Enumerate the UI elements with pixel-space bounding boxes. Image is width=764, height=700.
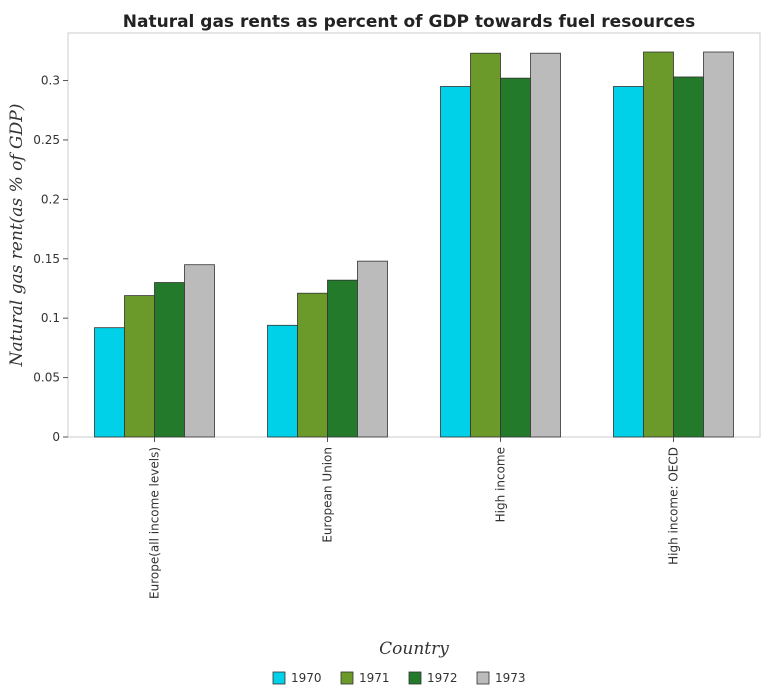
bar-1971-2 <box>470 52 501 438</box>
legend: 1970 1971 1972 1973 <box>272 671 526 685</box>
x-tick-label: European Union <box>321 447 335 543</box>
plot-frame <box>67 32 761 438</box>
bar-1970-1 <box>267 324 298 438</box>
bar-1971-0 <box>124 295 155 438</box>
x-tick-label: High income <box>494 447 508 522</box>
y-tick-label: 0.05 <box>33 371 60 385</box>
legend-swatch-1972 <box>408 671 422 685</box>
y-tick-label: 0.25 <box>33 133 60 147</box>
bar-1972-1 <box>327 279 358 438</box>
legend-label-1973: 1973 <box>495 671 526 685</box>
bar-1973-2 <box>530 52 561 438</box>
y-axis: 0 0.05 0.1 0.15 0.2 0.25 0.3 <box>33 74 68 444</box>
x-tick-label: Europe(all income levels) <box>148 447 162 599</box>
legend-swatch-1973 <box>476 671 490 685</box>
bar-1972-0 <box>154 282 185 438</box>
y-tick-label: 0 <box>52 430 60 444</box>
y-tick-label: 0.3 <box>41 74 60 88</box>
y-tick-label: 0.2 <box>41 192 60 206</box>
legend-swatch-1970 <box>272 671 286 685</box>
bar-1972-2 <box>500 77 531 438</box>
y-tick-label: 0.1 <box>41 311 60 325</box>
bar-1971-3 <box>643 51 674 438</box>
bar-1970-2 <box>440 86 471 438</box>
legend-label-1972: 1972 <box>427 671 458 685</box>
chart-title: Natural gas rents as percent of GDP towa… <box>123 12 695 32</box>
bar-1973-1 <box>357 260 388 438</box>
bar-1972-3 <box>673 76 704 438</box>
x-tick-label: High income: OECD <box>667 447 681 565</box>
y-tick-label: 0.15 <box>33 252 60 266</box>
legend-swatch-1971 <box>340 671 354 685</box>
bar-1973-3 <box>703 51 734 438</box>
bar-1970-3 <box>613 86 644 438</box>
bar-1970-0 <box>94 327 125 438</box>
bars-group <box>94 51 734 438</box>
bar-1973-0 <box>184 264 215 438</box>
bar-1971-1 <box>297 292 328 438</box>
x-axis-label: Country <box>379 639 449 659</box>
y-axis-label: Natural gas rent(as % of GDP) <box>7 104 27 368</box>
legend-label-1970: 1970 <box>291 671 322 685</box>
legend-label-1971: 1971 <box>359 671 390 685</box>
x-axis: Europe(all income levels) European Union H… <box>148 437 681 599</box>
